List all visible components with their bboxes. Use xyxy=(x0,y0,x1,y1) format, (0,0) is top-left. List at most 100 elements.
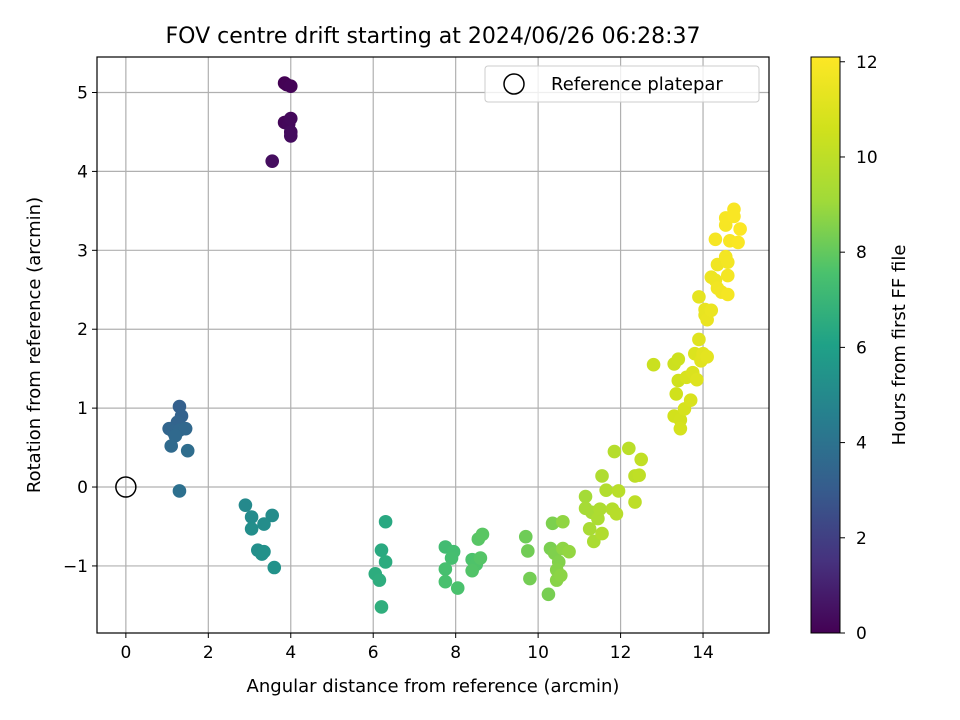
data-point xyxy=(438,562,453,576)
data-point xyxy=(622,441,636,456)
colorbar-tick-label: 8 xyxy=(856,243,867,263)
colorbar-gradient xyxy=(810,56,841,634)
data-point xyxy=(374,543,389,557)
data-point xyxy=(720,268,735,283)
data-point xyxy=(473,551,488,565)
y-axis-label: Rotation from reference (arcmin) xyxy=(24,197,45,493)
colorbar-tick-label: 10 xyxy=(856,148,878,168)
y-tick-label: 0 xyxy=(77,478,88,498)
plot-area-frame xyxy=(96,56,770,634)
data-point xyxy=(646,357,661,372)
data-point xyxy=(611,484,626,498)
reference-platepar-marker xyxy=(115,476,137,498)
data-point xyxy=(599,483,613,497)
data-point xyxy=(168,428,183,443)
data-point xyxy=(578,489,593,504)
legend-entry-label: Reference platepar xyxy=(551,74,723,95)
x-tick-label: 6 xyxy=(368,643,379,663)
data-point xyxy=(609,507,624,521)
data-point xyxy=(628,495,642,509)
legend-box xyxy=(484,65,760,103)
data-point xyxy=(671,352,686,367)
data-point xyxy=(692,332,706,347)
data-point xyxy=(541,587,556,602)
data-point xyxy=(518,529,533,544)
data-point xyxy=(238,498,253,512)
grid-lines xyxy=(97,57,769,633)
data-point xyxy=(731,235,745,250)
data-point xyxy=(244,510,259,524)
y-tick-label: 1 xyxy=(77,399,88,419)
data-point xyxy=(521,544,535,558)
x-tick-label: 8 xyxy=(450,643,461,663)
data-points xyxy=(162,76,747,614)
y-tick-label: 3 xyxy=(77,241,88,261)
data-point xyxy=(556,514,570,529)
data-point xyxy=(607,444,622,459)
data-point xyxy=(267,560,282,575)
data-point xyxy=(523,571,537,586)
data-point xyxy=(595,526,609,541)
data-point xyxy=(733,222,747,236)
data-point xyxy=(172,484,187,498)
data-point xyxy=(720,287,735,302)
legend: Reference platepar xyxy=(484,65,760,103)
data-point xyxy=(378,555,393,569)
data-point xyxy=(372,573,387,587)
data-point xyxy=(475,527,490,542)
data-point xyxy=(257,544,271,559)
data-point xyxy=(595,469,609,483)
y-tick-label: −1 xyxy=(63,557,88,577)
x-tick-label: 4 xyxy=(285,643,296,663)
data-point xyxy=(438,574,453,589)
colorbar: 0 2 4 6 8 10 12 Hours from first FF file xyxy=(810,53,910,644)
data-point xyxy=(554,568,568,583)
data-point xyxy=(708,232,723,247)
data-point xyxy=(582,522,597,536)
x-tick-label: 14 xyxy=(692,643,714,663)
y-tick-label: 5 xyxy=(77,84,88,104)
data-point xyxy=(720,255,735,269)
chart-title: FOV centre drift starting at 2024/06/26 … xyxy=(166,24,701,49)
data-point xyxy=(632,468,646,482)
data-point xyxy=(283,79,298,93)
x-tick-label: 10 xyxy=(527,643,549,663)
reference-marker xyxy=(115,476,137,498)
data-point xyxy=(700,350,714,364)
colorbar-ticks: 0 2 4 6 8 10 12 xyxy=(840,53,878,644)
x-tick-label: 12 xyxy=(610,643,632,663)
colorbar-tick-label: 4 xyxy=(856,434,867,454)
x-axis-label: Angular distance from reference (arcmin) xyxy=(247,676,620,697)
data-point xyxy=(283,129,298,143)
data-point xyxy=(704,303,719,318)
data-point xyxy=(669,387,684,401)
data-point xyxy=(444,551,459,565)
x-tick-label: 2 xyxy=(203,643,214,663)
data-point xyxy=(562,544,576,559)
y-axis-ticks: −1 0 1 2 3 4 5 xyxy=(63,84,97,577)
data-point xyxy=(283,111,298,126)
colorbar-tick-label: 6 xyxy=(856,338,867,358)
data-point xyxy=(178,421,193,436)
legend-marker-open-circle xyxy=(503,73,525,95)
data-point xyxy=(257,517,271,531)
data-point xyxy=(265,508,280,523)
data-point xyxy=(593,502,607,516)
data-point xyxy=(244,522,259,536)
x-axis-ticks: 0 2 4 6 8 10 12 14 xyxy=(120,633,714,663)
colorbar-tick-label: 2 xyxy=(856,529,867,549)
data-point xyxy=(683,393,698,408)
data-point xyxy=(265,154,280,168)
data-point xyxy=(164,439,179,453)
data-point xyxy=(673,421,688,436)
data-point xyxy=(545,516,560,531)
data-point xyxy=(180,443,195,458)
data-point xyxy=(692,290,706,304)
data-point xyxy=(634,452,648,467)
data-point xyxy=(727,209,741,224)
y-tick-label: 4 xyxy=(77,162,88,182)
data-point xyxy=(378,514,393,529)
data-point xyxy=(465,563,479,578)
data-point xyxy=(374,600,389,614)
